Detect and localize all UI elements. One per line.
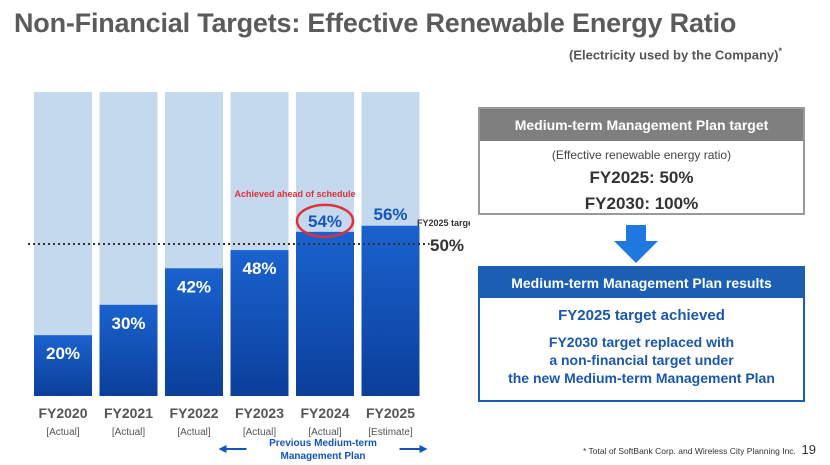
bar-fy2022 <box>165 268 223 396</box>
highlight-annotation: Achieved ahead of schedule <box>234 189 355 199</box>
arrow-left-icon <box>218 445 227 453</box>
bar-fy2021 <box>99 304 158 396</box>
plan-results-line1: FY2025 target achieved <box>558 307 725 324</box>
value-label-fy2021: 30% <box>111 314 145 333</box>
plan-target-header: Medium-term Management Plan target <box>480 109 803 141</box>
bar-fy2023 <box>230 250 289 396</box>
plan-target-subheader: (Effective renewable energy ratio) <box>551 148 732 162</box>
plan-target-fy2030: FY2030: 100% <box>584 194 699 213</box>
category-note-fy2021: [Actual] <box>112 427 146 438</box>
category-label-fy2022: FY2022 <box>169 405 218 421</box>
renewable-ratio-chart: 20% 30% 42% 48% 54% 56% Achieved ahead of sche… <box>28 92 470 462</box>
arrow-right-icon <box>419 445 428 453</box>
target-line-value: 50% <box>430 236 464 255</box>
subtitle-footnote-mark: * <box>778 46 782 56</box>
category-note-fy2020: [Actual] <box>46 427 80 438</box>
bar-fy2025 <box>361 225 420 396</box>
arrow-down-icon <box>614 225 658 263</box>
value-label-fy2020: 20% <box>46 344 80 363</box>
page-title: Non-Financial Targets: Effective Renewab… <box>14 8 737 38</box>
period-label-line1: Previous Medium-term <box>269 438 377 449</box>
value-label-fy2025: 56% <box>373 205 407 224</box>
category-note-fy2025: [Estimate] <box>368 427 413 438</box>
bar-fy2024 <box>296 231 354 396</box>
page-subtitle: (Electricity used by the Company)* <box>569 46 782 62</box>
plan-target-box: Medium-term Management Plan target (Effe… <box>478 107 805 215</box>
category-label-fy2024: FY2024 <box>300 405 349 421</box>
bar-fy2020 <box>34 335 92 396</box>
category-note-fy2024: [Actual] <box>308 427 342 438</box>
plan-target-fy2025: FY2025: 50% <box>589 168 694 187</box>
value-label-fy2022: 42% <box>177 277 211 296</box>
plan-results-line2b: a non-financial target under <box>549 352 734 368</box>
target-line-label: FY2025 target <box>417 218 470 228</box>
plan-results-line2: FY2030 target replaced with a non-financ… <box>480 333 803 387</box>
plan-results-line2a: FY2030 target replaced with <box>548 334 735 350</box>
category-label-fy2021: FY2021 <box>104 405 153 421</box>
value-label-fy2023: 48% <box>242 259 276 278</box>
footnote: * Total of SoftBank Corp. and Wireless C… <box>583 446 796 456</box>
category-label-fy2025: FY2025 <box>366 405 415 421</box>
plan-results-line2c: the new Medium-term Management Plan <box>508 370 775 386</box>
value-label-fy2024: 54% <box>308 212 342 231</box>
category-note-fy2022: [Actual] <box>177 427 211 438</box>
category-label-fy2020: FY2020 <box>38 405 87 421</box>
category-note-fy2023: [Actual] <box>243 427 277 438</box>
subtitle-text: (Electricity used by the Company) <box>568 47 779 63</box>
category-label-fy2023: FY2023 <box>235 405 284 421</box>
highlight-circle <box>295 203 355 239</box>
period-label-line2: Management Plan <box>280 451 365 462</box>
plan-results-box: Medium-term Management Plan results FY20… <box>478 266 805 402</box>
page-number: 19 <box>801 442 816 457</box>
plan-results-header: Medium-term Management Plan results <box>480 268 803 298</box>
